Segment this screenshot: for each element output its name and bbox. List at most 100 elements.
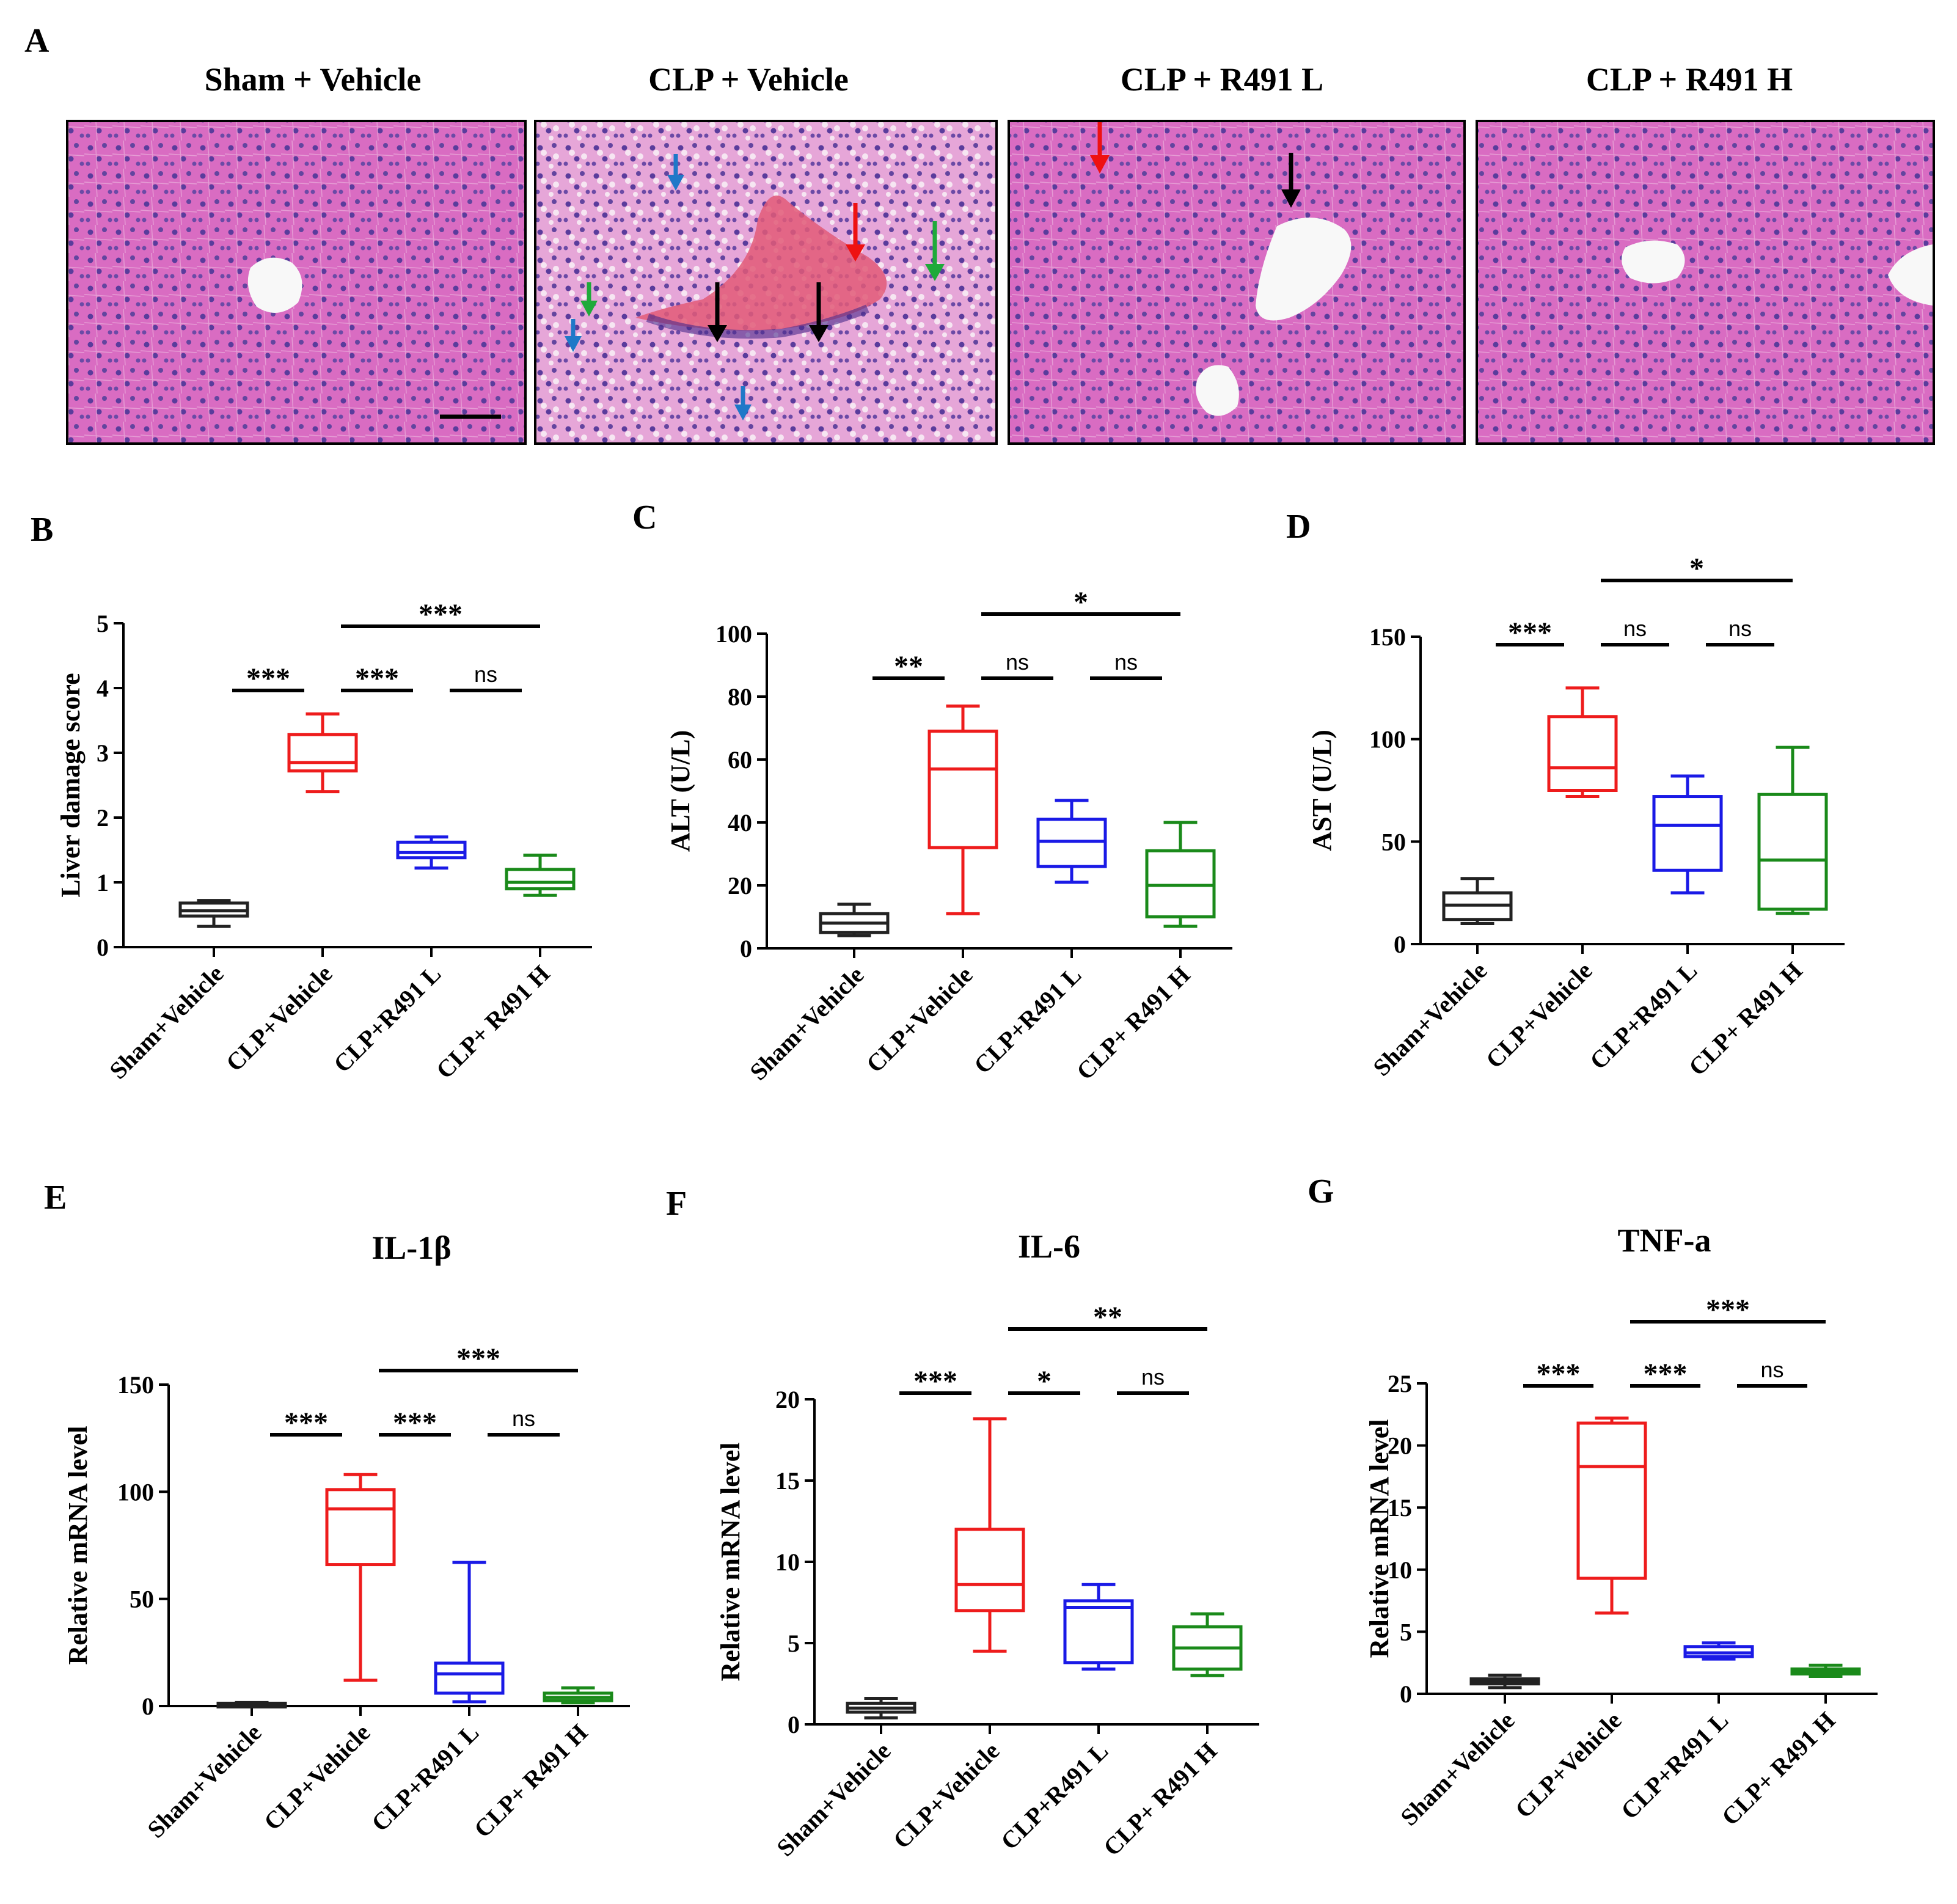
y-tick-label: 10 <box>1388 1556 1412 1584</box>
panel-letter-b: B <box>31 511 53 549</box>
y-tick-label: 4 <box>97 675 109 702</box>
y-axis-title: AST (U/L) <box>1307 730 1337 851</box>
chart-e: E IL-1β 0 50 100 150 Relative mRNA level Sham+V… <box>44 1179 630 1844</box>
box-clp-r491-l <box>396 835 467 870</box>
box-iqr <box>505 868 576 891</box>
box-clp-r491-l <box>434 1561 505 1704</box>
significance-label: *** <box>419 598 463 631</box>
y-tick-label: 50 <box>1381 828 1406 855</box>
chart-title: TNF-a <box>1618 1222 1711 1259</box>
y-axis-title: Relative mRNA level <box>715 1443 745 1682</box>
x-category-label: CLP+R491 L <box>995 1737 1113 1855</box>
significance-label: *** <box>355 662 399 695</box>
y-tick-label: 15 <box>775 1467 800 1495</box>
y-tick-label: 0 <box>142 1693 154 1720</box>
x-category-label: Sham+Vehicle <box>771 1737 896 1862</box>
box-iqr <box>1145 849 1216 918</box>
significance-label: ns <box>1728 616 1752 641</box>
x-category-label: Sham+Vehicle <box>104 960 229 1085</box>
y-tick-label: 150 <box>1369 623 1406 651</box>
photo-clp-r491-l <box>1008 120 1466 445</box>
panel-letter-d: D <box>1286 508 1311 546</box>
significance-label: ns <box>1623 616 1647 641</box>
y-tick-label: 100 <box>715 620 752 648</box>
significance-label: ns <box>1141 1364 1165 1390</box>
arrow-icon <box>1090 122 1301 208</box>
central-vein <box>1256 218 1352 321</box>
y-tick-label: 10 <box>775 1548 800 1576</box>
x-category-label: Sham+Vehicle <box>142 1719 266 1844</box>
x-category-label: CLP+R491 L <box>1615 1707 1733 1825</box>
significance-label: * <box>1037 1365 1052 1397</box>
photo-clp-vehicle <box>534 120 998 445</box>
y-tick-label: 0 <box>1400 1680 1412 1708</box>
y-tick-label: 100 <box>117 1478 154 1506</box>
y-tick-label: 20 <box>1388 1432 1412 1460</box>
significance-label: ** <box>1093 1301 1122 1333</box>
x-category-label: CLP+ R491 H <box>469 1719 593 1844</box>
photo-title-clp-r491-l: CLP + R491 L <box>1121 61 1323 98</box>
significance-label: *** <box>1706 1294 1750 1326</box>
central-vein <box>1622 240 1685 284</box>
x-category-label: CLP+ R491 H <box>431 960 555 1085</box>
x-category-label: CLP+R491 L <box>1584 957 1702 1075</box>
significance-label: *** <box>456 1342 500 1375</box>
significance-label: *** <box>1508 617 1552 649</box>
box-iqr <box>954 1528 1025 1613</box>
box-clp-vehicle <box>325 1473 396 1682</box>
y-tick-label: 5 <box>788 1630 800 1657</box>
box-iqr <box>927 730 998 849</box>
x-category-label: CLP+Vehicle <box>221 960 337 1077</box>
x-category-label: CLP+ R491 H <box>1071 961 1196 1086</box>
y-tick-label: 5 <box>1400 1618 1412 1646</box>
significance-label: ns <box>512 1406 535 1431</box>
panel-letter-a: A <box>24 22 49 60</box>
box-iqr <box>325 1488 396 1567</box>
y-axis-title: Relative mRNA level <box>1364 1419 1394 1658</box>
y-tick-label: 2 <box>97 804 109 832</box>
photo-title-clp-r491-h: CLP + R491 H <box>1586 61 1793 98</box>
y-tick-label: 20 <box>728 872 752 899</box>
x-category-label: CLP+R491 L <box>366 1719 484 1837</box>
panel-letter-c: C <box>632 499 657 536</box>
y-tick-label: 0 <box>1394 931 1406 958</box>
photo-sham-vehicle <box>66 120 527 445</box>
box-sham-vehicle <box>1442 877 1513 925</box>
y-tick-label: 100 <box>1369 726 1406 753</box>
significance-label: * <box>1689 552 1704 585</box>
y-axis-title: Liver damage score <box>56 673 86 897</box>
box-clp-r491-h <box>1145 821 1216 928</box>
congested-vessel <box>635 196 887 331</box>
box-sham-vehicle <box>216 1701 287 1708</box>
box-clp-r491-l <box>1063 1583 1134 1671</box>
y-tick-label: 25 <box>1388 1370 1412 1397</box>
box-iqr <box>287 733 358 773</box>
panel-letter-f: F <box>666 1185 687 1223</box>
x-category-label: CLP+ R491 H <box>1098 1737 1223 1862</box>
x-category-label: Sham+Vehicle <box>1367 957 1492 1082</box>
x-category-label: CLP+Vehicle <box>888 1737 1004 1854</box>
photo-title-sham-vehicle: Sham + Vehicle <box>205 61 422 98</box>
chart-d: D 0 50 100 150 AST (U/L) Sham+VehicleCLP+Vehic… <box>1286 508 1845 1082</box>
x-category-label: CLP+Vehicle <box>1510 1707 1626 1823</box>
box-clp-r491-h <box>1757 745 1828 915</box>
box-iqr <box>1652 795 1723 872</box>
significance-label: *** <box>393 1407 437 1439</box>
box-sham-vehicle <box>846 1696 916 1719</box>
box-clp-vehicle <box>1576 1416 1647 1615</box>
box-clp-r491-l <box>1683 1641 1754 1661</box>
y-tick-label: 0 <box>788 1711 800 1738</box>
significance-label: ** <box>894 650 923 683</box>
panel-letter-e: E <box>44 1179 67 1217</box>
significance-label: ns <box>1006 650 1029 675</box>
central-vein <box>247 257 302 313</box>
x-category-label: Sham+Vehicle <box>744 961 869 1086</box>
box-clp-r491-h <box>1172 1612 1243 1677</box>
y-tick-label: 3 <box>97 739 109 767</box>
x-category-label: CLP+R491 L <box>968 961 1086 1079</box>
box-iqr <box>1547 715 1618 793</box>
x-category-label: CLP+ R491 H <box>1716 1707 1841 1831</box>
